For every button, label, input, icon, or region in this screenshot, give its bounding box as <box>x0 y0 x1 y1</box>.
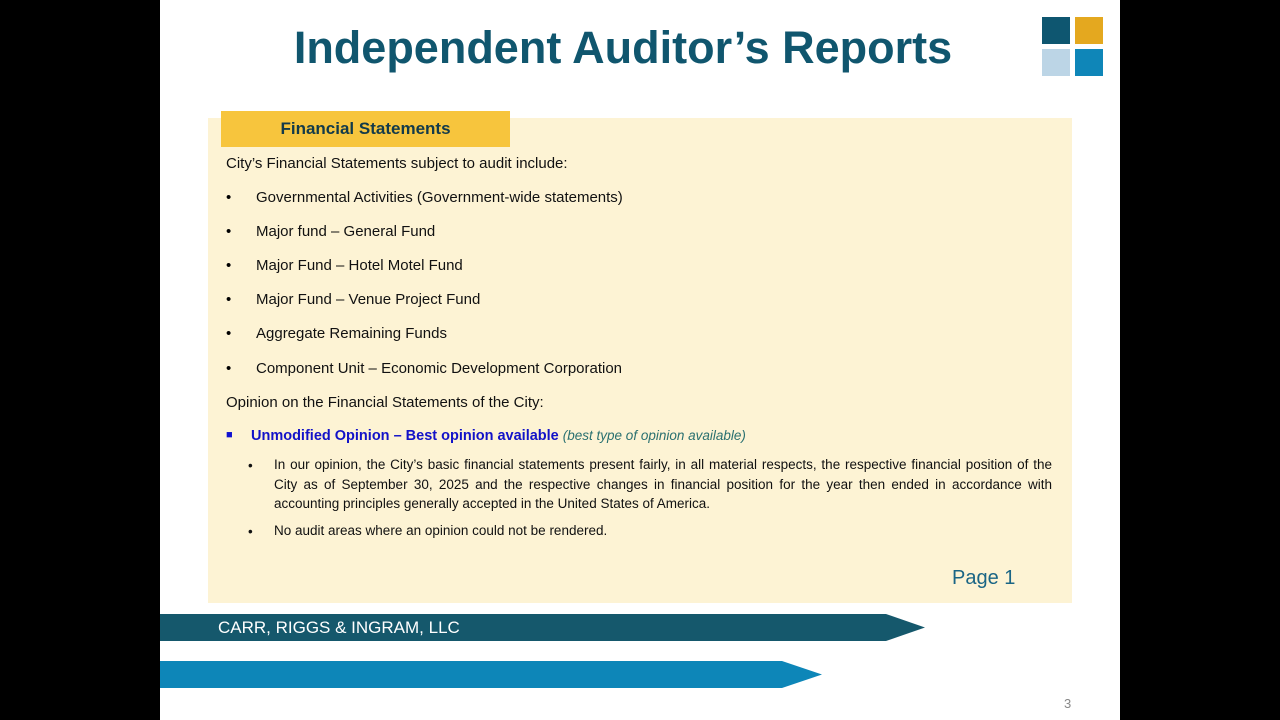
firm-name: CARR, RIGGS & INGRAM, LLC <box>218 618 460 637</box>
decorative-arrow <box>160 661 822 688</box>
opinion-detail: No audit areas where an opinion could no… <box>274 523 608 538</box>
list-item: Major Fund – Venue Project Fund <box>256 291 481 308</box>
square-bullet: ■ <box>226 429 233 441</box>
list-item: Component Unit – Economic Development Co… <box>256 360 623 377</box>
slide: Independent Auditor’s Reports Financial … <box>160 0 1120 720</box>
bullet: • <box>226 325 232 342</box>
list-item: Aggregate Remaining Funds <box>256 325 447 342</box>
opinion-label: Unmodified Opinion – Best opinion availa… <box>251 428 559 444</box>
content-panel <box>208 118 1072 603</box>
bullet: • <box>248 458 253 473</box>
firm-logo <box>1042 17 1106 79</box>
intro-text: City’s Financial Statements subject to a… <box>226 155 568 172</box>
firm-banner-arrow <box>160 614 925 641</box>
list-item: Governmental Activities (Government-wide… <box>256 189 623 206</box>
opinion-detail: In our opinion, the City’s basic financi… <box>274 457 1052 511</box>
page-label: Page 1 <box>952 567 1016 589</box>
bullet: • <box>248 524 253 539</box>
bullet: • <box>226 291 232 308</box>
opinion-note: (best type of opinion available) <box>562 428 746 443</box>
list-item: Major fund – General Fund <box>256 223 436 240</box>
bullet: • <box>226 360 232 377</box>
bullet: • <box>226 189 232 206</box>
opinion-heading: Opinion on the Financial Statements of t… <box>226 394 544 411</box>
section-tab: Financial Statements <box>221 111 510 147</box>
bullet: • <box>226 257 232 274</box>
bullet: • <box>226 223 232 240</box>
list-item: Major Fund – Hotel Motel Fund <box>256 257 463 274</box>
slide-title: Independent Auditor’s Reports <box>293 22 953 73</box>
slide-number: 3 <box>1064 696 1072 711</box>
